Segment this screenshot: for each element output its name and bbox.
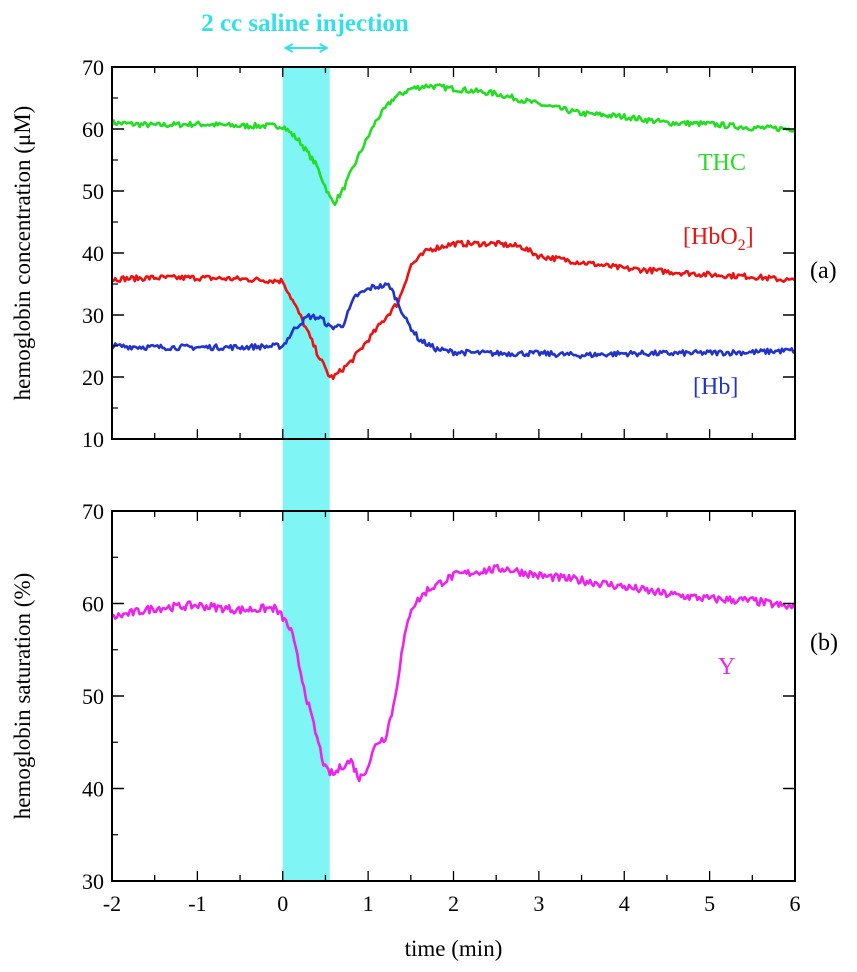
- hbo2-label-main: [HbO: [683, 224, 738, 250]
- series-label-hbo2: [HbO2]: [683, 224, 754, 254]
- arrow-head-left: [283, 43, 294, 53]
- panel-b-plot-frame: [111, 510, 796, 882]
- series-line-hbo2: [111, 239, 796, 381]
- y-tick-label: 30: [82, 303, 104, 328]
- y-tick-label: 50: [82, 684, 104, 709]
- x-tick-label: -1: [188, 891, 206, 916]
- y-tick-label: 70: [82, 499, 104, 524]
- x-tick-label: 3: [533, 891, 544, 916]
- y-tick-label: 70: [82, 55, 104, 80]
- panel-a-label: (a): [810, 258, 837, 284]
- panel-b-y-axis-label: hemoglobin saturation (%): [10, 573, 35, 820]
- y-tick-label: 50: [82, 179, 104, 204]
- x-tick-label: 6: [790, 891, 801, 916]
- x-tick-label: 5: [704, 891, 715, 916]
- injection-duration-arrow: [283, 43, 329, 53]
- panel-b-ticks: 30 40 50 60 70 -2 -1 0 1 2 3 4 5 6: [82, 499, 801, 916]
- y-tick-label: 40: [82, 241, 104, 266]
- injection-label: 2 cc saline injection: [201, 10, 409, 37]
- panel-b-label: (b): [810, 630, 838, 656]
- panel-b-hemoglobin-saturation: 30 40 50 60 70 -2 -1 0 1 2 3 4 5 6 hemoglobin saturat…: [10, 499, 838, 961]
- x-tick-label: 1: [363, 891, 374, 916]
- y-tick-label: 20: [82, 365, 104, 390]
- x-tick-label: -2: [103, 891, 121, 916]
- series-label-hb: [Hb]: [693, 374, 738, 400]
- series-label-y: Y: [718, 654, 735, 680]
- hbo2-label-end: ]: [746, 224, 754, 250]
- series-line-hb: [111, 282, 797, 360]
- y-tick-label: 40: [82, 777, 104, 802]
- panel-a-y-axis-label: hemoglobin concentration (μM): [10, 106, 35, 401]
- x-tick-label: 2: [448, 891, 459, 916]
- arrow-head-right: [319, 43, 329, 53]
- x-tick-label: 0: [277, 891, 288, 916]
- injection-band: [282, 67, 330, 881]
- panel-a-ticks: 10 20 30 40 50 60 70: [82, 55, 796, 452]
- y-tick-label: 60: [82, 592, 104, 617]
- panel-a-series: [110, 83, 797, 381]
- series-line-thc: [110, 83, 796, 207]
- panel-b-series: [111, 563, 797, 783]
- x-tick-label: 4: [619, 891, 630, 916]
- series-label-thc: THC: [698, 150, 746, 176]
- y-tick-label: 30: [82, 869, 104, 894]
- series-line-y: [111, 563, 797, 783]
- hbo2-label-subscript: 2: [738, 237, 746, 254]
- x-axis-label: time (min): [405, 936, 503, 961]
- y-tick-label: 10: [82, 427, 104, 452]
- y-tick-label: 60: [82, 117, 104, 142]
- panel-a-hemoglobin-concentration: 10 20 30 40 50 60 70 hemoglobin concentration …: [10, 55, 837, 452]
